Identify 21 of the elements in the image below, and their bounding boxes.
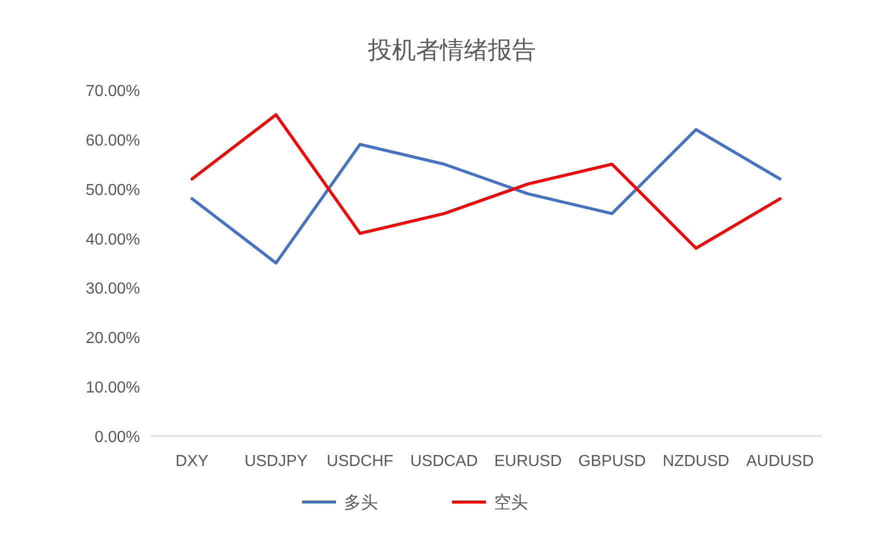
line-series [190,128,782,264]
x-tick-label: NZDUSD [662,453,730,470]
y-tick-label: 50.00% [86,182,140,199]
x-tick-label: EURUSD [494,453,562,470]
y-tick-label: 40.00% [86,231,140,248]
x-tick-label: DXY [176,453,209,470]
y-tick-label: 30.00% [86,280,140,298]
y-tick-label: 0.00% [94,429,140,446]
y-tick-label: 70.00% [86,83,140,100]
line-series [190,113,782,250]
x-tick-label: AUDUSD [746,453,814,470]
legend-label: 多头 [344,493,378,512]
legend-label: 空头 [494,493,528,512]
x-tick-label: USDCHF [326,453,394,470]
title: 投机者情绪报告 [368,37,536,64]
x-tick-label: GBPUSD [578,453,646,470]
y-tick-label: 60.00% [86,132,140,150]
y-tick-label: 20.00% [86,330,140,348]
y-tick-label: 10.00% [86,380,140,397]
x-tick-label: USDCAD [410,453,478,470]
x-tick-label: USDJPY [244,453,308,470]
